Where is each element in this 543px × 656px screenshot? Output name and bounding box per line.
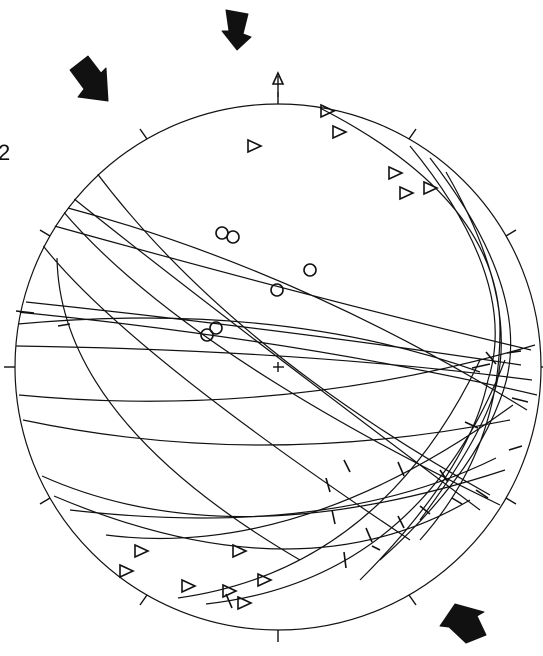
compression-arrow-top-icon — [221, 9, 252, 51]
circle-symbol — [270, 283, 284, 297]
great-circle — [177, 359, 481, 599]
great-circle — [67, 207, 528, 411]
circle-symbol — [226, 230, 240, 244]
triangle-symbol — [423, 180, 439, 196]
circle-symbol — [303, 263, 317, 277]
circle-symbols — [200, 226, 317, 342]
compression-arrow-bottom-icon — [439, 603, 487, 644]
triangle-symbol — [222, 583, 238, 599]
triangle-symbol — [181, 578, 197, 594]
great-circle — [205, 359, 506, 605]
great-circle — [22, 419, 511, 446]
great-circle — [53, 495, 471, 550]
triangle-symbol — [257, 572, 273, 588]
triangle-symbol — [119, 563, 135, 579]
great-circle — [359, 145, 496, 581]
triangle-symbol — [388, 165, 404, 181]
triangle-symbol — [237, 595, 253, 611]
panel-label: 2 — [0, 140, 10, 165]
slip-ticks — [15, 310, 529, 609]
great-circle — [61, 209, 501, 506]
great-circle — [95, 171, 491, 496]
centre-cross — [273, 362, 284, 372]
triangle-symbol — [134, 543, 150, 559]
triangle-symbol — [332, 124, 348, 140]
triangle-symbol — [320, 103, 336, 119]
triangle-symbol — [232, 543, 248, 559]
great-circle — [319, 107, 501, 541]
fault-planes — [15, 107, 538, 605]
great-circle — [15, 345, 533, 381]
circle-symbol — [209, 321, 223, 335]
great-circle — [105, 404, 514, 540]
great-circle — [419, 171, 502, 521]
great-circle — [39, 221, 532, 351]
primitive-ticks — [4, 92, 543, 642]
great-circle — [18, 344, 536, 402]
compression-arrow-left-icon — [69, 55, 109, 102]
great-circle — [25, 301, 522, 366]
circle-symbol — [200, 328, 214, 342]
great-circle — [17, 317, 481, 373]
great-circle — [72, 197, 481, 511]
triangle-symbol — [399, 185, 415, 201]
triangle-symbol — [247, 138, 263, 154]
great-circle — [34, 234, 411, 541]
triangle-symbols — [119, 103, 439, 611]
circle-symbol — [215, 226, 229, 240]
great-circle — [16, 311, 538, 396]
great-circle — [56, 257, 301, 561]
great-circle — [379, 157, 512, 561]
